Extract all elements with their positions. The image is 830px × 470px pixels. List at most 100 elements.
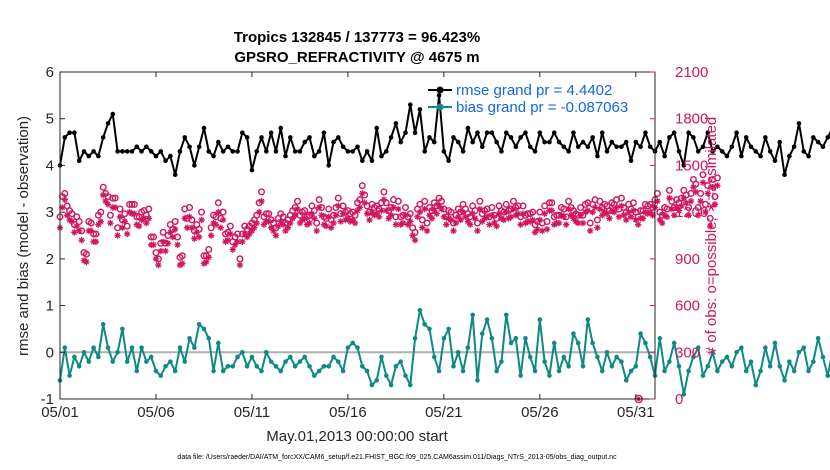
obs-assimilated-point [253,219,260,227]
bias-point [700,373,706,378]
bias-point [76,364,82,369]
asterisk-stroke [426,212,433,218]
bias-point [662,368,667,374]
obs-assimilated-point [123,230,131,238]
legend-bias-label: bias grand pr = -0.087063 [456,99,628,116]
obs-assimilated-point [179,260,186,267]
bias-series [57,307,830,397]
rmse-point [643,130,648,136]
obs-assimilated-point [471,215,479,222]
y-right-tick-label: 0 [675,391,683,408]
bias-point [801,345,807,350]
bias-point [499,359,504,364]
rmse-point [638,144,643,150]
obs-assimilated-point [447,216,455,224]
rmse-point [158,149,164,154]
obs-assimilated-point [351,219,359,227]
obs-assimilated-point [560,213,568,221]
bias-point [216,340,221,346]
asterisk-stroke [441,214,447,220]
obs-assimilated-point [356,204,364,211]
asterisk-stroke [421,206,428,212]
asterisk-stroke [455,214,461,220]
asterisk-stroke [191,235,198,242]
rmse-point [763,135,768,140]
obs-possible-point [150,233,158,241]
rmse-point [292,149,298,154]
asterisk-stroke [489,212,495,218]
asterisk-stroke [270,228,277,234]
obs-assimilated-point [668,205,675,213]
rmse-point [244,135,250,140]
obs-assimilated-point [306,219,313,227]
bias-point [484,317,490,322]
obs-assimilated-point [591,204,599,211]
rmse-point [312,153,317,159]
asterisk-stroke [640,215,646,222]
rmse-point [302,139,308,145]
asterisk-stroke [208,232,214,239]
obs-assimilated-point [467,221,474,228]
obs-assimilated-point [507,213,515,221]
rmse-point [278,125,284,131]
rmse-point [451,135,456,140]
obs-assimilated-point [71,229,78,236]
asterisk-stroke [318,212,325,218]
obs-possible-point [488,203,496,211]
bias-point [513,335,519,341]
asterisk-stroke [431,207,437,214]
asterisk-stroke [474,228,481,234]
bias-point [254,364,260,369]
rmse-point [657,139,663,145]
obs-assimilated-point [159,238,167,245]
x-tick-label: 05/21 [425,404,463,421]
bias-point [599,368,605,374]
obs-assimilated-point [335,202,342,210]
rmse-point [288,135,293,140]
obs-assimilated-point [584,207,592,214]
asterisk-stroke [172,226,178,232]
obs-assimilated-point [181,215,188,222]
asterisk-stroke [311,215,318,222]
obs-assimilated-point [311,215,318,222]
bias-point [359,364,365,369]
asterisk-stroke [417,209,423,215]
obs-assimilated-point [639,215,647,222]
obs-assimilated-point [625,208,632,216]
asterisk-stroke [714,182,721,189]
obs-assimilated-point [111,204,119,211]
bias-point [235,354,240,360]
bias-point [494,368,499,374]
asterisk-stroke [136,223,142,229]
obs-assimilated-point [339,210,347,217]
asterisk-stroke [357,204,363,211]
asterisk-stroke [436,203,442,209]
obs-possible-point [394,197,402,205]
asterisk-stroke [239,239,246,245]
bias-point [369,382,375,388]
rmse-point [340,144,346,150]
rmse-point [283,153,288,159]
bias-point [302,354,308,360]
asterisk-stroke [621,212,627,218]
asterisk-stroke [635,221,641,228]
bias-point [393,364,399,369]
bias-point [710,349,715,355]
obs-assimilated-point [236,261,244,269]
bias-point [364,368,370,374]
x-tick-label: 05/16 [329,404,367,421]
obs-assimilated-point [395,205,402,213]
bias-point [542,359,547,364]
obs-assimilated-point [702,208,709,216]
obs-possible-point [92,230,100,238]
bias-point [129,345,135,350]
asterisk-stroke [537,217,543,223]
asterisk-stroke [508,214,514,220]
bias-point [681,392,687,397]
asterisk-stroke [76,228,82,234]
obs-assimilated-point [265,218,272,225]
rmse-point [350,149,356,154]
bias-point [321,364,327,369]
bias-point [619,359,624,364]
